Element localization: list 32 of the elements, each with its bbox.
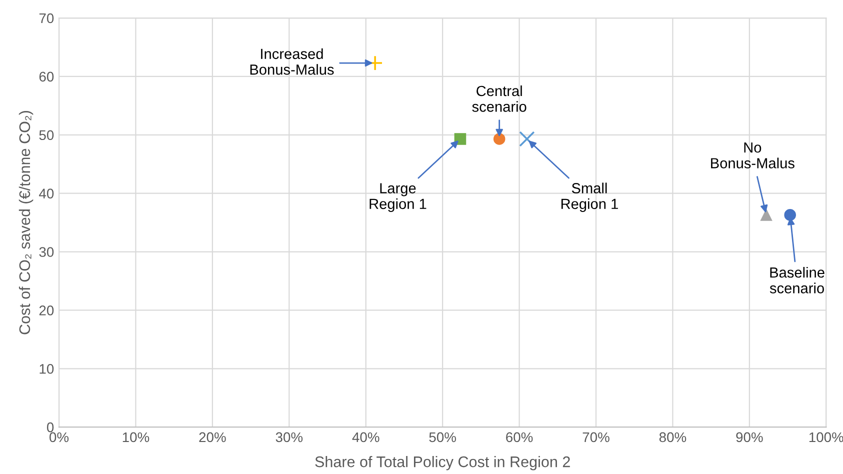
point (493, 133, 506, 145)
x-tick-label: 40% (352, 432, 380, 442)
annotation: Central scenario (472, 85, 526, 112)
x-axis-title: Share of Total Policy Cost in Region 2 (315, 456, 570, 470)
point (454, 133, 466, 145)
x-tick-label: 60% (506, 432, 533, 442)
y-tick-label: 40 (39, 188, 54, 198)
annotation: No Bonus-Malus (711, 142, 794, 168)
x-tick-label: 50% (429, 432, 456, 442)
point (784, 209, 796, 221)
annotation: Small Region 1 (561, 182, 618, 212)
y-axis-title: Cost of CO₂ saved (€/tonne CO₂) (18, 110, 34, 334)
x-tick-label: 0% (50, 432, 69, 442)
x-tick-label: 30% (276, 432, 303, 442)
y-tick-label: 70 (39, 13, 54, 24)
x-tick-label: 10% (122, 432, 150, 442)
x-tick-label: 90% (736, 432, 763, 442)
x-tick-label: 80% (659, 432, 686, 442)
annotation: Increased Bonus-Malus (250, 48, 334, 75)
point (760, 209, 772, 221)
annotation: Large Region 1 (370, 183, 426, 212)
x-tick-label: 100% (809, 432, 843, 442)
point (519, 131, 535, 147)
y-tick-label: 20 (39, 306, 54, 316)
annotation: Baseline scenario (770, 266, 824, 294)
y-tick-label: 60 (39, 72, 54, 82)
x-tick-label: 20% (199, 432, 226, 442)
y-tick-label: 50 (39, 130, 54, 140)
y-tick-label: 10 (40, 364, 54, 374)
y-tick-label: 30 (39, 247, 54, 257)
y-tick-label: 0 (46, 422, 54, 432)
x-tick-label: 70% (582, 432, 610, 442)
